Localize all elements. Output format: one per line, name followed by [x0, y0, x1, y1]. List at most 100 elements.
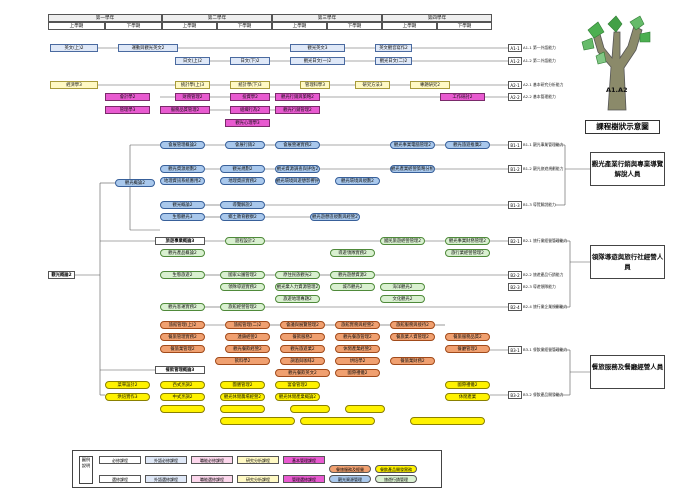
ability-label: B2-1 旅行業經營管理能力	[523, 238, 568, 243]
ability-code: B1-3	[508, 201, 522, 209]
ability-label: B1-1 觀光事業管理能力	[523, 142, 564, 147]
course-box: 國際禮儀2	[445, 381, 490, 389]
course-box: 觀光事業財務管理2	[445, 237, 490, 245]
course-box: 會展營運實務2	[275, 141, 320, 149]
course-box: 英文觀音寫作2	[375, 44, 412, 52]
ability-label: A2-2 基本管理能力	[523, 94, 556, 99]
course-box: 旅遊事業概論3	[155, 237, 205, 245]
ability-code: A2-1	[508, 81, 522, 89]
course-box: 原住民族觀光2	[275, 271, 320, 279]
year-1: 第一學年	[48, 14, 162, 22]
course-box: 飲料學2	[215, 357, 270, 365]
course-box: 觀光行銷管理2	[275, 106, 320, 114]
course-box: 海洋觀光2	[380, 283, 425, 291]
course-box: 遊程設計2	[225, 237, 265, 245]
course-box: 觀光心理學3	[225, 119, 270, 127]
legend-item: 餐旅服務及經營	[329, 465, 371, 473]
course-box: 導遊領隊實務2	[330, 249, 375, 257]
course-box: 觀光休閒產業概論2	[275, 393, 320, 401]
semester-8: 下學期	[437, 22, 492, 30]
course-box: 旅館服務與接待2	[390, 321, 435, 329]
course-box: 觀光日文(一)2	[290, 57, 345, 65]
course-box: 西式烹調2	[160, 381, 205, 389]
legend-item: 選修課程	[99, 475, 141, 483]
ability-label: B2-3 導遊領隊能力	[523, 284, 556, 289]
course-box: 管理學3	[105, 106, 150, 114]
course-box	[410, 417, 485, 425]
course-box: 觀光資源規劃2	[160, 165, 205, 173]
course-box: 旅行業經營管理2	[445, 249, 490, 257]
legend-item: 研究分析課程	[237, 456, 279, 464]
course-box: 日文(下)2	[230, 57, 270, 65]
course-box: 觀光行銷與策略2	[275, 93, 320, 101]
course-box: 地理資訊實務2	[220, 177, 265, 185]
legend-item: 研究分析課程	[237, 475, 279, 483]
legend-item: 必修課程	[99, 456, 141, 464]
course-box: 旅館管理(二)2	[225, 321, 270, 329]
course-box: 烘焙實作3	[105, 393, 150, 401]
course-box: 旅館管理(上)2	[160, 321, 205, 329]
course-box: 休閒產業經營2	[335, 345, 380, 353]
ability-code: B2-4	[508, 303, 522, 311]
ability-code: B2-1	[508, 237, 522, 245]
legend-item: 觀光資源管理	[329, 475, 371, 483]
course-box: 觀光規劃2	[220, 165, 265, 173]
ability-code: B2-3	[508, 283, 522, 291]
course-box: 工作研討2	[440, 93, 485, 101]
course-box: 觀光休閒農場經營2	[220, 393, 265, 401]
course-box: 觀光概論2	[48, 271, 75, 279]
course-box: 統計學(下)3	[230, 81, 270, 89]
ability-code: B2-2	[508, 271, 522, 279]
course-box: 觀光產業經營策略分析2	[390, 165, 435, 173]
course-box: 會展管理概論2	[160, 141, 205, 149]
course-box: 旅遊地理專題2	[275, 295, 320, 303]
legend-item: 職能選修課程	[191, 475, 233, 483]
outcome-box: 觀光產業行銷與專業導覽解說人員	[590, 152, 665, 186]
course-box: 觀光餐旅管理2	[335, 333, 380, 341]
course-box: 服務品質管理2	[160, 106, 210, 114]
course-box: 經濟學3	[50, 81, 98, 89]
course-box: 投資學2	[230, 93, 270, 101]
course-box	[220, 405, 265, 413]
outcome-box: 領隊導遊與旅行社經營人員	[590, 245, 665, 279]
legend-item: 管理選修課程	[283, 475, 325, 483]
course-box: 調酒與咖啡2	[280, 357, 325, 365]
course-box: 導覽解說2	[220, 201, 265, 209]
ability-label: B3-2 餐飲產品開發能力	[523, 392, 564, 397]
course-box: 組織行為2	[230, 106, 270, 114]
course-box: 觀光旅遊業2	[280, 345, 325, 353]
ability-code: A2-2	[508, 93, 522, 101]
course-box: 休閒產業	[445, 393, 490, 401]
page-title: 課程樹狀示意圖	[585, 120, 660, 134]
ability-code: A1-1	[508, 44, 522, 52]
course-box: 研究方法3	[355, 81, 390, 89]
legend-title: 圖例說明	[79, 456, 93, 484]
ability-label: B1-3 導覽解說能力	[523, 202, 556, 207]
course-box	[220, 417, 295, 425]
course-box: 觀光餐飲英文2	[275, 369, 330, 377]
legend-item: 外語選修課程	[145, 475, 187, 483]
course-box: 地理資訊系統應用2	[160, 177, 205, 185]
course-box: 國際禮儀2	[335, 369, 380, 377]
course-box: 觀光環境與規劃2	[335, 177, 380, 185]
ability-label: B3-1 餐飲業經營管理能力	[523, 347, 568, 352]
course-box: 會計學2	[105, 93, 150, 101]
year-2: 第二學年	[162, 14, 272, 22]
course-box	[345, 405, 385, 413]
course-box: 領隊導遊實務2	[220, 283, 265, 291]
semester-1: 上學期	[48, 22, 105, 30]
semester-7: 上學期	[382, 22, 437, 30]
course-box: 團膳管理2	[220, 381, 265, 389]
course-box	[290, 405, 330, 413]
course-box: 城市觀光2	[330, 283, 375, 291]
course-box: 宴會管理2	[275, 381, 320, 389]
course-box: 國家公園管理2	[220, 271, 265, 279]
course-box: 觀光英文3	[290, 44, 345, 52]
course-box: 旅館實務與經營2	[335, 321, 380, 329]
semester-6: 下學期	[327, 22, 382, 30]
course-box: 餐旅業財務2	[390, 357, 435, 365]
ability-code: B3-1	[508, 346, 522, 354]
legend-item: 職能必修課程	[191, 456, 233, 464]
